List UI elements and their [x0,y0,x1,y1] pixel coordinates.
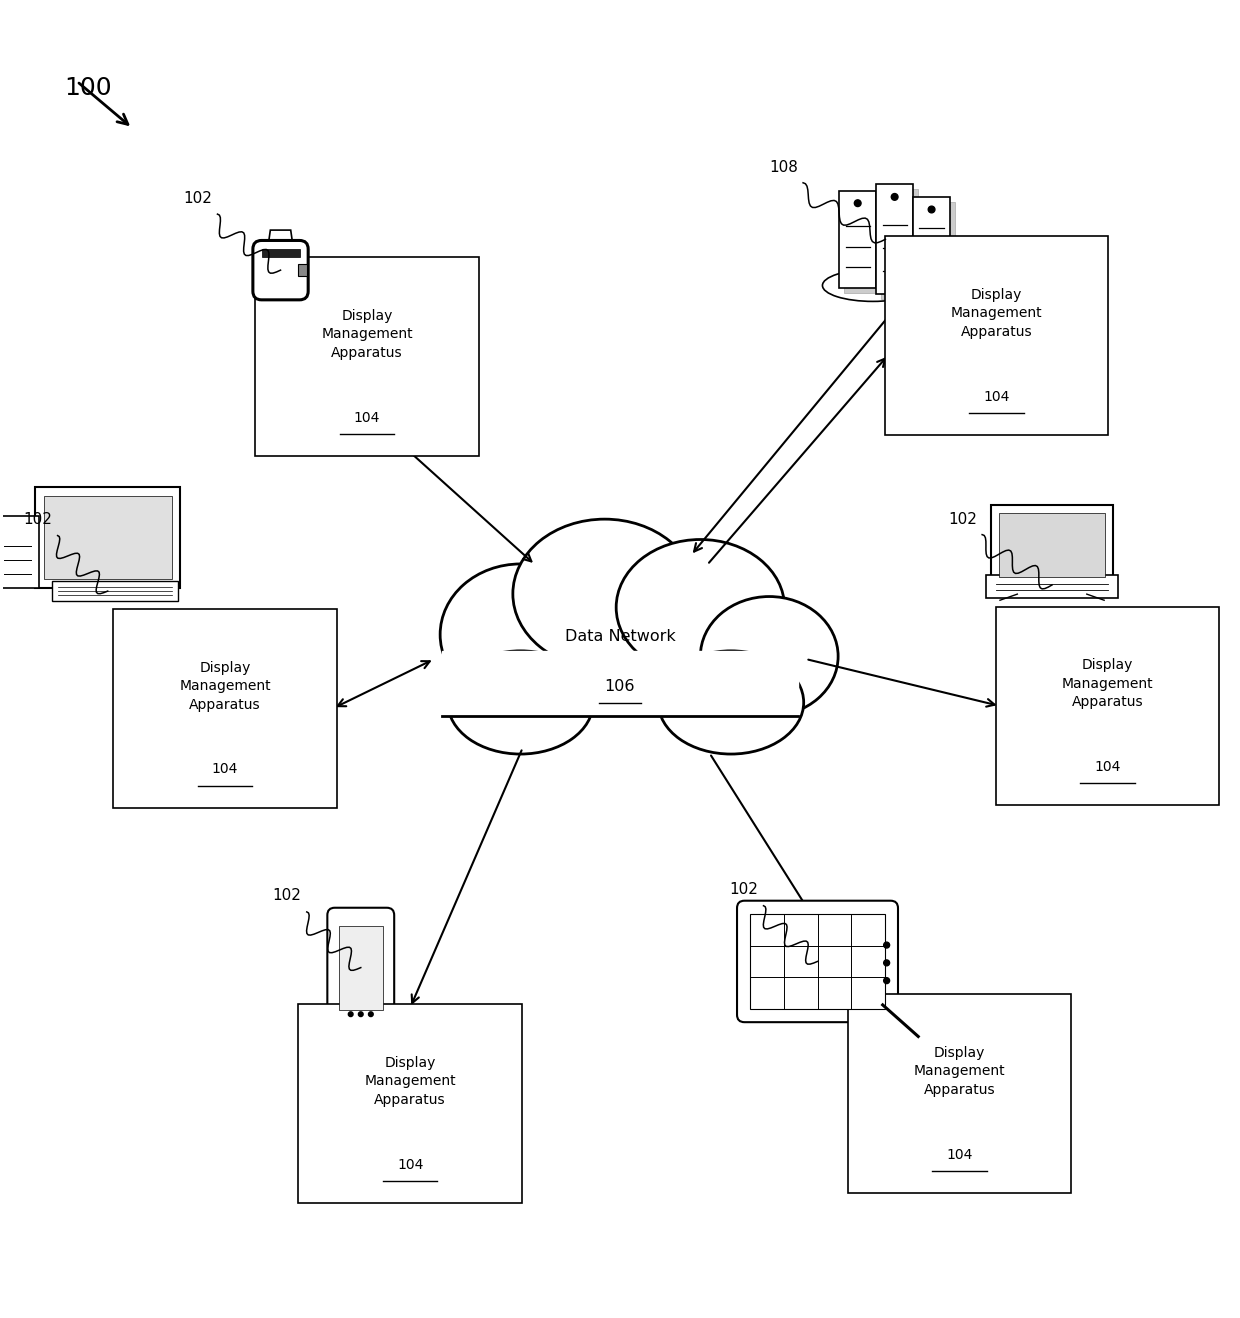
FancyBboxPatch shape [255,257,479,456]
Text: 102: 102 [184,191,212,206]
Ellipse shape [658,651,804,754]
Text: 102: 102 [729,882,758,898]
Circle shape [884,942,889,948]
Text: Display
Management
Apparatus: Display Management Apparatus [1061,658,1153,709]
Text: 104: 104 [1095,760,1121,774]
Point [434,708,449,724]
Ellipse shape [440,564,601,705]
Text: Display
Management
Apparatus: Display Management Apparatus [365,1056,456,1107]
Point [791,708,806,724]
Ellipse shape [822,269,923,302]
FancyBboxPatch shape [43,496,171,579]
Text: Display
Management
Apparatus: Display Management Apparatus [951,287,1043,339]
FancyBboxPatch shape [913,196,950,282]
Circle shape [358,1012,363,1016]
Text: 104: 104 [212,763,238,776]
FancyBboxPatch shape [339,925,383,1010]
Circle shape [884,978,889,983]
FancyBboxPatch shape [737,900,898,1023]
Text: 102: 102 [949,511,977,527]
FancyBboxPatch shape [750,913,885,1010]
Text: 104: 104 [946,1148,972,1161]
Text: 106: 106 [605,679,635,693]
Polygon shape [268,291,294,310]
Text: 104: 104 [983,390,1009,403]
Text: 100: 100 [64,76,112,100]
Text: Data Network: Data Network [564,629,676,645]
FancyBboxPatch shape [918,202,955,286]
Text: Display
Management
Apparatus: Display Management Apparatus [914,1046,1006,1097]
Text: 102: 102 [273,888,301,903]
Ellipse shape [616,539,785,675]
FancyBboxPatch shape [299,1004,522,1203]
FancyBboxPatch shape [848,994,1071,1193]
FancyBboxPatch shape [35,486,180,588]
Text: 104: 104 [397,1157,423,1172]
Text: 108: 108 [770,159,799,175]
FancyBboxPatch shape [262,249,300,257]
Ellipse shape [513,519,697,668]
FancyBboxPatch shape [996,606,1219,805]
Text: 104: 104 [353,411,381,424]
FancyBboxPatch shape [253,240,309,299]
FancyBboxPatch shape [441,651,799,716]
FancyBboxPatch shape [998,513,1105,577]
Circle shape [884,960,889,966]
FancyBboxPatch shape [0,517,38,588]
Circle shape [854,200,861,207]
Circle shape [929,206,935,212]
FancyBboxPatch shape [327,908,394,1028]
Text: Display
Management
Apparatus: Display Management Apparatus [179,660,270,712]
Circle shape [348,1012,353,1016]
Circle shape [892,194,898,200]
FancyBboxPatch shape [839,191,877,287]
FancyBboxPatch shape [885,236,1109,435]
FancyBboxPatch shape [882,190,918,299]
FancyBboxPatch shape [299,264,306,277]
FancyBboxPatch shape [986,575,1117,598]
FancyBboxPatch shape [877,185,913,294]
FancyBboxPatch shape [113,609,337,808]
Text: Display
Management
Apparatus: Display Management Apparatus [321,308,413,360]
Ellipse shape [701,597,838,716]
Circle shape [368,1012,373,1016]
FancyBboxPatch shape [991,505,1114,585]
Text: 102: 102 [22,511,52,527]
Polygon shape [268,231,294,249]
Ellipse shape [448,651,593,754]
FancyBboxPatch shape [52,581,177,601]
FancyBboxPatch shape [844,195,882,293]
